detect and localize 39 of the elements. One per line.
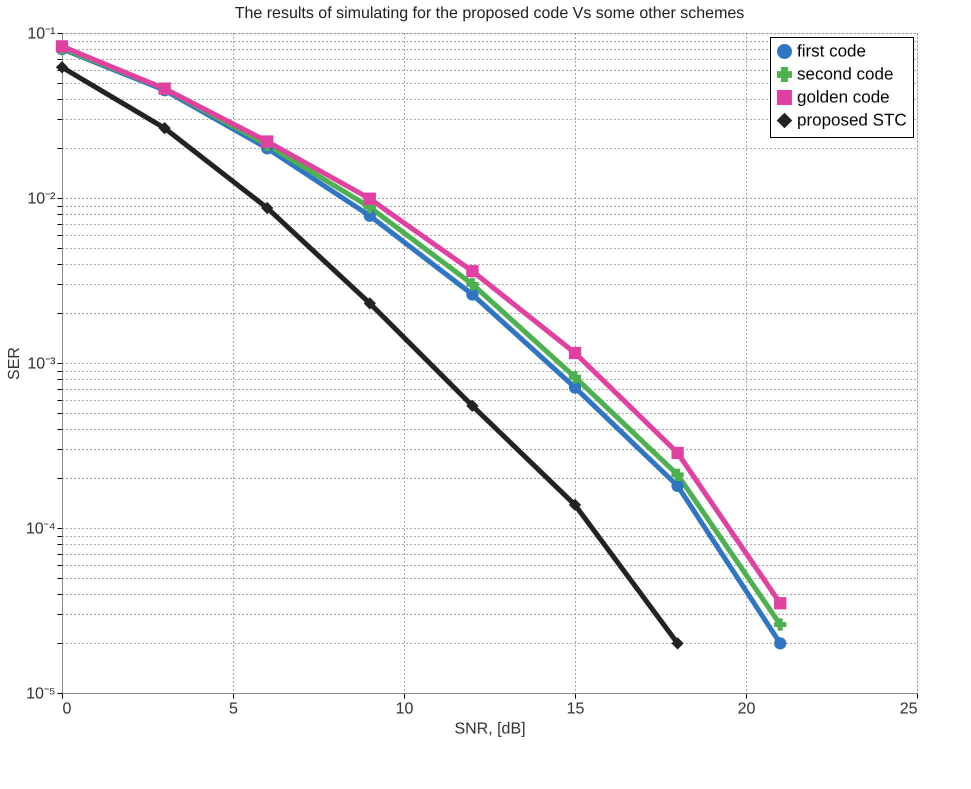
legend-label: proposed STC [797,110,907,130]
x-tick-label: 5 [229,700,238,718]
chart-title: The results of simulating for the proposed code Vs some other schemes [234,5,744,22]
point [364,297,376,310]
point [671,468,684,481]
y-tick-label: 10⁻³ [27,356,56,372]
point [671,637,684,650]
x-tick-label: 20 [738,700,756,718]
point [158,122,171,134]
point [671,446,684,460]
legend-label: first code [797,42,866,60]
point [568,346,582,360]
x-axis-title: SNR, [dB] [454,720,526,738]
x-tick-label: 15 [566,700,584,718]
point [568,381,582,394]
point [568,371,582,384]
y-tick-label: 10⁻² [27,190,56,208]
legend-label: golden code [797,88,890,106]
legend-label: second code [797,64,894,84]
x-tick-label: 10 [396,700,414,718]
y-axis-title: SER [6,347,23,380]
point [466,288,479,301]
point [774,618,786,631]
point [261,202,274,214]
point [568,498,582,512]
point [364,192,376,205]
point [671,480,684,492]
point [774,637,786,650]
point [466,400,479,412]
y-tick-label: 10⁻¹ [27,26,56,42]
y-tick-label: 10⁻⁴ [26,520,56,538]
point [261,135,274,148]
point [56,61,68,74]
point [466,265,479,278]
point [774,597,786,610]
x-tick-label: 0 [62,700,72,718]
y-tick-label: 10⁻⁵ [26,686,56,702]
point [466,278,479,290]
x-tick-label: 25 [900,700,918,718]
